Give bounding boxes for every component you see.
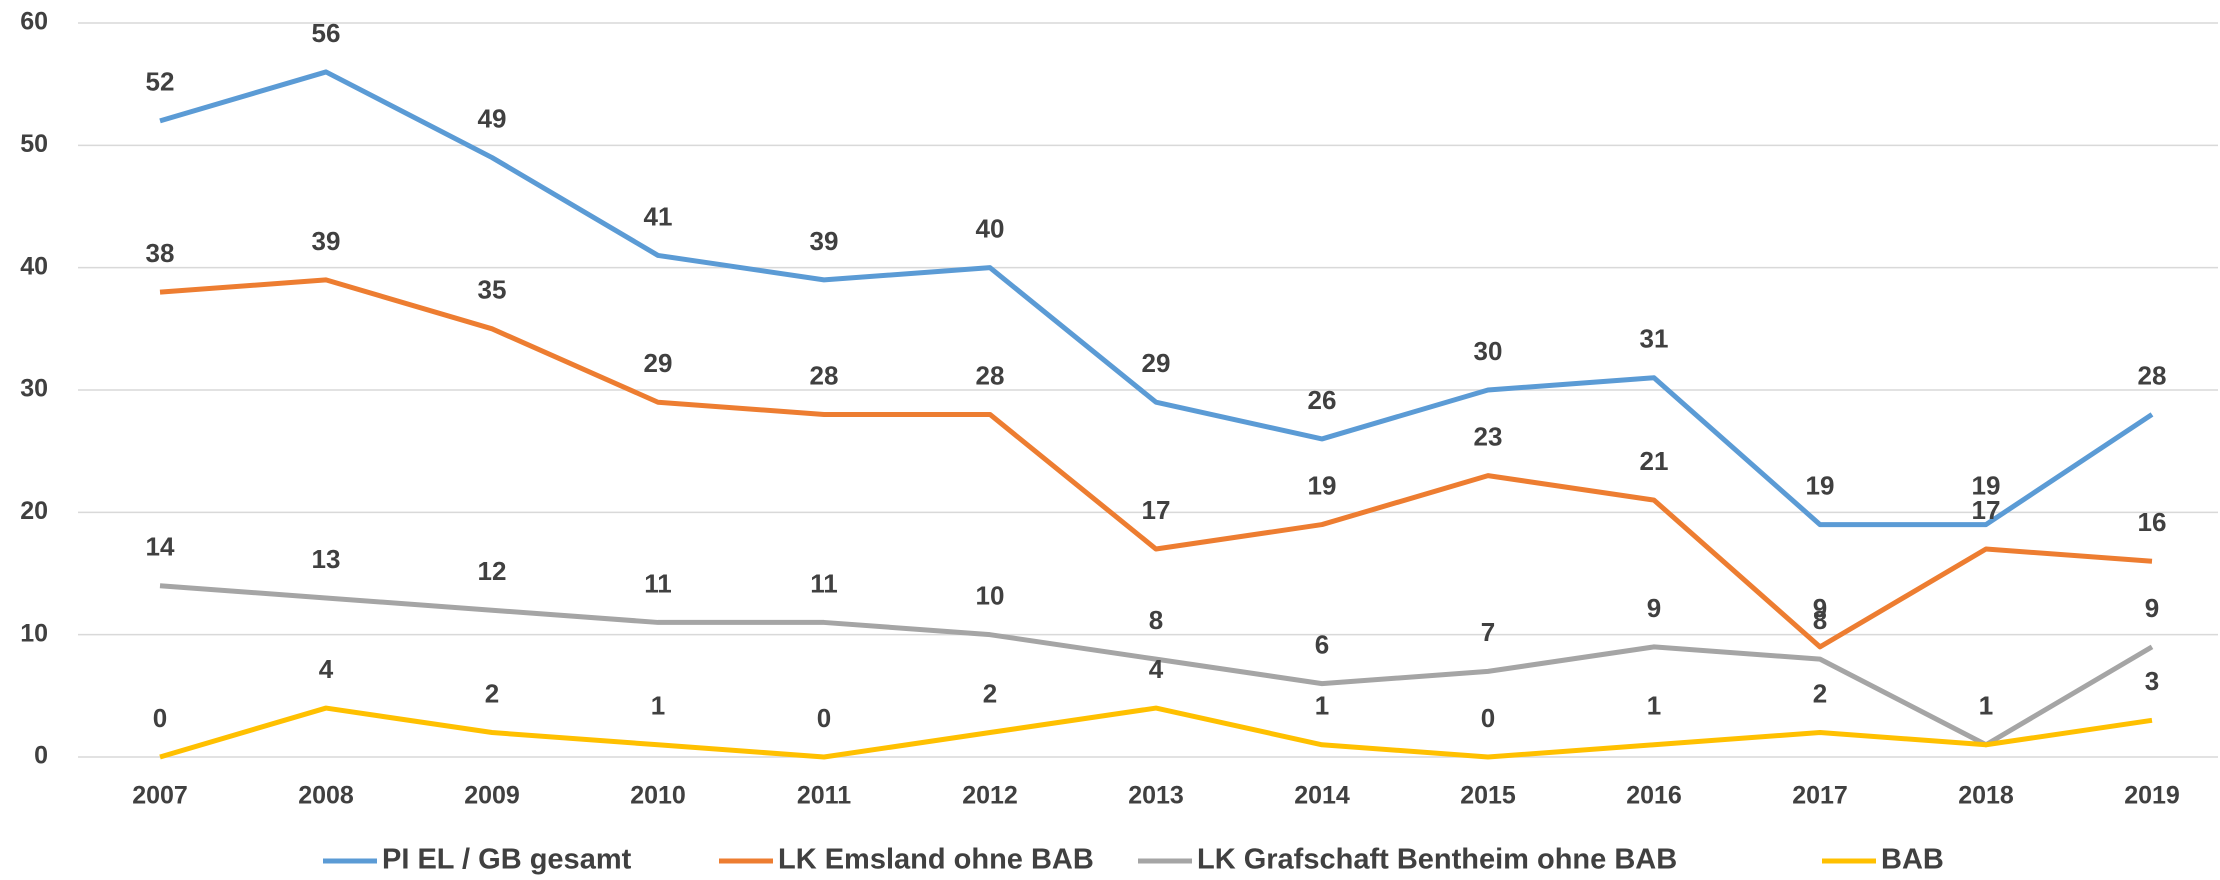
legend-label: LK Grafschaft Bentheim ohne BAB (1197, 844, 1677, 876)
data-label: 10 (976, 581, 1005, 611)
data-label: 41 (644, 201, 673, 231)
data-label: 39 (312, 226, 341, 256)
data-label: 1 (1647, 691, 1661, 721)
data-label: 1 (651, 691, 665, 721)
legend-label: LK Emsland ohne BAB (778, 844, 1094, 876)
data-label: 11 (810, 568, 838, 598)
data-label: 16 (2138, 507, 2167, 537)
data-label: 49 (478, 103, 507, 133)
x-tick-label: 2014 (1294, 782, 1350, 810)
data-label: 52 (146, 67, 175, 97)
data-label: 0 (153, 703, 167, 733)
data-label: 1 (1315, 691, 1329, 721)
data-label: 28 (976, 360, 1005, 390)
data-label: 4 (319, 654, 334, 684)
data-label: 0 (817, 703, 831, 733)
data-label: 9 (1647, 593, 1661, 623)
data-label: 39 (810, 226, 839, 256)
data-label: 4 (1149, 654, 1164, 684)
y-tick-label: 60 (20, 8, 48, 36)
series-line (159, 583, 2154, 748)
data-label: 0 (1481, 703, 1495, 733)
y-tick-label: 0 (34, 742, 48, 770)
data-label: 56 (312, 18, 341, 48)
series-line (159, 69, 2154, 528)
x-tick-label: 2016 (1626, 782, 1682, 810)
x-tick-label: 2017 (1792, 782, 1848, 810)
y-tick-label: 10 (20, 619, 48, 647)
data-label: 38 (146, 238, 175, 268)
legend-label: BAB (1881, 844, 1944, 876)
data-label: 28 (2138, 360, 2167, 390)
data-label: 19 (1806, 470, 1835, 500)
data-label: 8 (1813, 605, 1827, 635)
data-label: 2 (485, 678, 499, 708)
series-line (159, 705, 2153, 760)
series-line (159, 277, 2153, 650)
data-label: 2 (1813, 678, 1827, 708)
data-label: 9 (2145, 593, 2159, 623)
x-tick-label: 2019 (2124, 782, 2180, 810)
data-label: 19 (1308, 470, 1337, 500)
x-tick-label: 2009 (464, 782, 520, 810)
data-label: 17 (1142, 495, 1171, 525)
y-tick-label: 50 (20, 130, 48, 158)
y-tick-label: 40 (20, 252, 48, 280)
data-label: 26 (1308, 385, 1337, 415)
data-label: 3 (2145, 666, 2159, 696)
x-tick-label: 2018 (1958, 782, 2014, 810)
data-label: 6 (1315, 629, 1329, 659)
data-label: 8 (1149, 605, 1163, 635)
x-tick-label: 2010 (630, 782, 686, 810)
data-label: 17 (1972, 495, 2001, 525)
x-tick-label: 2012 (962, 782, 1018, 810)
data-label: 11 (644, 568, 672, 598)
data-label: 35 (478, 275, 507, 305)
x-tick-label: 2013 (1128, 782, 1184, 810)
data-label: 23 (1474, 422, 1503, 452)
y-tick-label: 30 (20, 375, 48, 403)
x-tick-label: 2015 (1460, 782, 1516, 810)
data-label: 30 (1474, 336, 1503, 366)
data-label: 28 (810, 360, 839, 390)
x-tick-label: 2011 (797, 782, 851, 810)
data-label: 21 (1640, 446, 1669, 476)
y-tick-label: 20 (20, 497, 48, 525)
data-label: 19 (1972, 470, 2001, 500)
data-label: 29 (1142, 348, 1171, 378)
data-label: 14 (146, 532, 175, 562)
data-label: 13 (312, 544, 341, 574)
data-label: 1 (1979, 691, 1993, 721)
data-label: 2 (983, 678, 997, 708)
data-label: 9 (1813, 593, 1827, 623)
legend-label: PI EL / GB gesamt (382, 844, 632, 876)
data-label: 1 (1979, 691, 1993, 721)
data-label: 12 (478, 556, 507, 586)
data-label: 31 (1640, 324, 1669, 354)
data-label: 7 (1481, 617, 1495, 647)
data-label: 40 (976, 214, 1005, 244)
x-tick-label: 2007 (132, 782, 188, 810)
x-tick-label: 2008 (298, 782, 354, 810)
data-label: 29 (644, 348, 673, 378)
